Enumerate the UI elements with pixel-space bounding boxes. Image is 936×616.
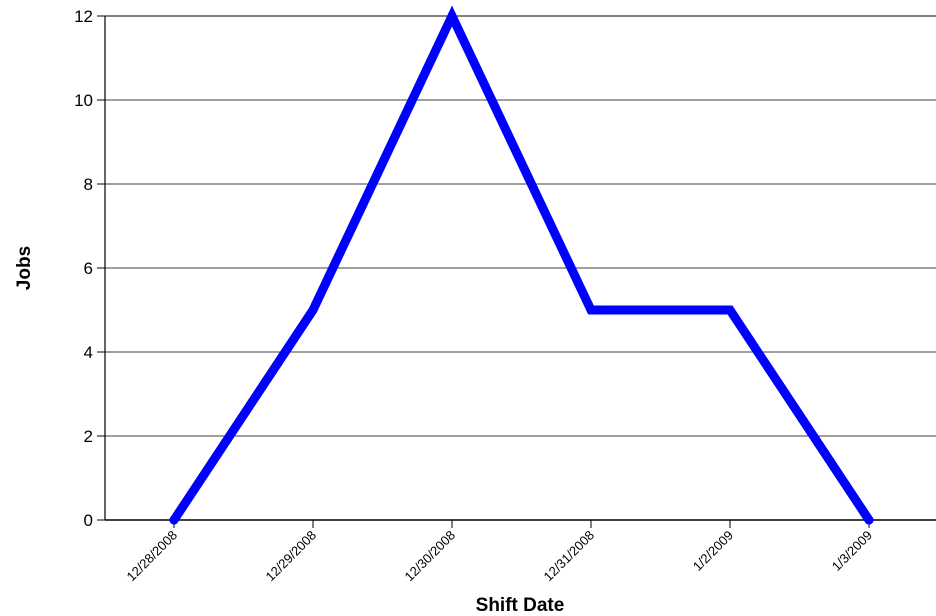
x-axis-title: Shift Date [476,595,565,616]
x-tick-label: 1/3/2009 [829,528,875,574]
y-tick-label: 2 [84,427,93,446]
y-tick-label: 8 [84,175,93,194]
x-tick-label: 1/2/2009 [690,528,736,574]
data-point [447,11,457,21]
y-tick-label: 6 [84,259,93,278]
data-point [308,305,318,315]
x-axis-ticks: 12/28/2008 12/29/2008 12/30/2008 12/31/2008… [123,520,875,584]
x-tick-label: 12/28/2008 [123,528,180,585]
series-group [169,5,874,525]
x-tick-label: 12/31/2008 [540,528,597,585]
x-tick-label: 12/29/2008 [262,528,319,585]
y-axis-ticks: 0 2 4 6 8 10 12 [74,7,105,530]
data-point [169,515,179,525]
y-tick-label: 10 [74,91,93,110]
x-tick-label: 12/30/2008 [401,528,458,585]
data-point [864,515,874,525]
y-tick-label: 0 [84,511,93,530]
series-line [169,5,874,525]
gridlines [105,15,936,437]
data-point [725,305,735,315]
data-point [586,305,596,315]
y-tick-label: 4 [84,343,93,362]
y-tick-label: 12 [74,7,93,26]
y-axis-title: Jobs [14,246,35,290]
